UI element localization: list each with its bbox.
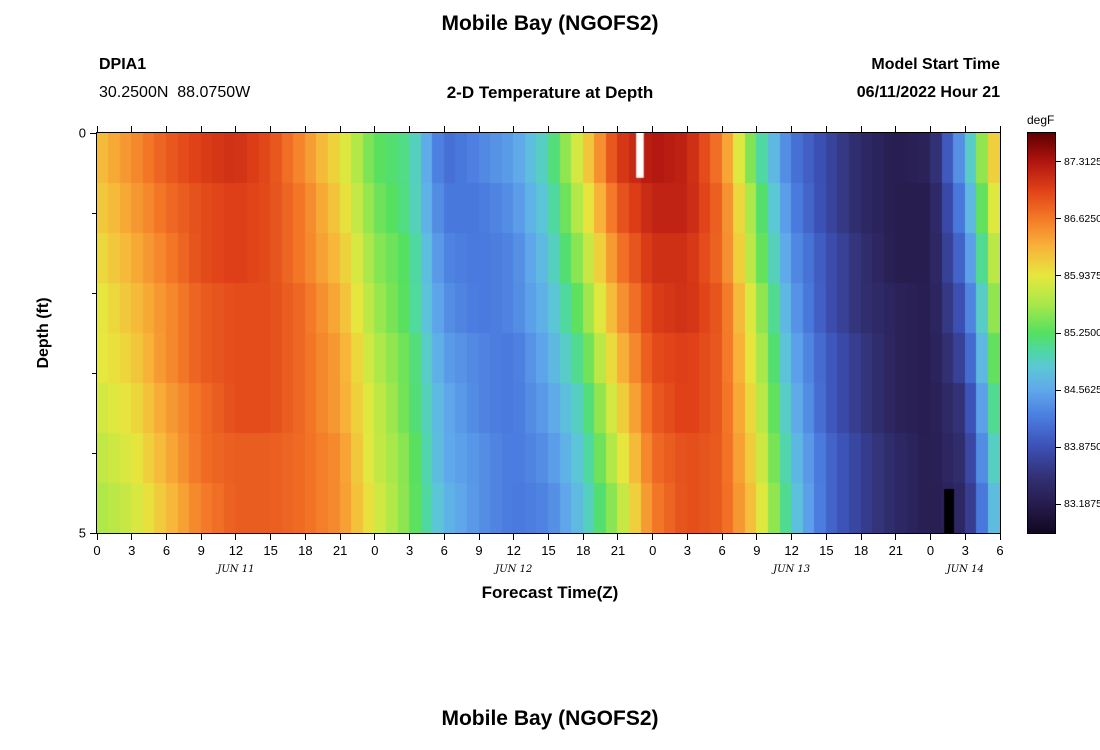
x-axis-tick-label: 0 bbox=[93, 543, 101, 558]
x-axis-date-label: JUN 14 bbox=[946, 564, 984, 575]
x-axis-tick-label: 9 bbox=[197, 543, 205, 558]
x-axis-tick-label: 9 bbox=[475, 543, 483, 558]
x-axis-tick-bottom bbox=[304, 534, 306, 540]
x-axis-tick-bottom bbox=[478, 534, 480, 540]
x-axis-tick-label: 21 bbox=[332, 543, 348, 558]
colorbar-tick bbox=[1056, 446, 1061, 448]
x-axis-tick-bottom bbox=[513, 534, 515, 540]
x-axis-tick-bottom bbox=[860, 534, 862, 540]
x-axis-tick-label: 12 bbox=[228, 543, 244, 558]
x-axis-tick-label: 6 bbox=[996, 543, 1004, 558]
x-axis-tick-bottom bbox=[339, 534, 341, 540]
model-start-time-value: 06/11/2022 Hour 21 bbox=[856, 84, 1000, 101]
x-axis-tick-label: 0 bbox=[649, 543, 657, 558]
next-chart-title: Mobile Bay (NGOFS2) bbox=[441, 707, 659, 730]
colorbar-tick-label: 85.9375 bbox=[1064, 269, 1100, 282]
colorbar-tick bbox=[1056, 503, 1061, 505]
station-id: DPIA1 bbox=[99, 56, 147, 73]
x-axis-tick-bottom bbox=[791, 534, 793, 540]
x-axis-tick-bottom bbox=[825, 534, 827, 540]
x-axis-tick-label: 0 bbox=[371, 543, 379, 558]
colorbar-tick-label: 87.3125 bbox=[1064, 155, 1100, 168]
temperature-heatmap-canvas bbox=[97, 133, 1000, 533]
x-axis-tick-label: 15 bbox=[541, 543, 556, 558]
x-axis-tick-label: 21 bbox=[610, 543, 626, 558]
x-axis-tick-bottom bbox=[374, 534, 376, 540]
chart-subtitle: 2-D Temperature at Depth bbox=[446, 83, 654, 102]
x-axis-tick-bottom bbox=[235, 534, 237, 540]
x-axis-tick-bottom bbox=[930, 534, 932, 540]
colorbar-tick-label: 83.1875 bbox=[1064, 498, 1100, 511]
x-axis-tick-label: 18 bbox=[575, 543, 591, 558]
colorbar-tick-label: 83.8750 bbox=[1064, 441, 1100, 454]
heatmap-plot-area bbox=[96, 132, 1001, 534]
x-axis-tick-label: 18 bbox=[853, 543, 869, 558]
x-axis-tick-label: 6 bbox=[440, 543, 448, 558]
x-axis-tick-label: 15 bbox=[819, 543, 834, 558]
x-axis-tick-label: 15 bbox=[263, 543, 278, 558]
x-axis-tick-bottom bbox=[443, 534, 445, 540]
x-axis-date-label: JUN 12 bbox=[495, 564, 533, 575]
x-axis-label: Forecast Time(Z) bbox=[481, 583, 619, 602]
y-axis-tick-label: 5 bbox=[78, 525, 86, 541]
colorbar-tick-label: 86.6250 bbox=[1064, 212, 1100, 225]
x-axis-tick-bottom bbox=[270, 534, 272, 540]
x-axis-tick-bottom bbox=[131, 534, 133, 540]
colorbar-tick-label: 85.2500 bbox=[1064, 327, 1100, 339]
colorbar bbox=[1027, 132, 1056, 534]
colorbar-tick-label: 84.5625 bbox=[1064, 384, 1100, 397]
y-axis-label: Depth (ft) bbox=[35, 297, 52, 369]
x-axis-tick-label: 12 bbox=[506, 543, 521, 558]
x-axis-tick-label: 21 bbox=[888, 543, 904, 558]
x-axis-tick-label: 12 bbox=[784, 543, 799, 558]
x-axis-tick-bottom bbox=[756, 534, 758, 540]
x-axis-tick-bottom bbox=[652, 534, 654, 540]
x-axis-tick-bottom bbox=[999, 534, 1001, 540]
x-axis-tick-label: 3 bbox=[961, 543, 969, 558]
x-axis-tick-bottom bbox=[165, 534, 167, 540]
model-start-time-label: Model Start Time bbox=[871, 56, 1000, 73]
colorbar-tick bbox=[1056, 389, 1061, 391]
x-axis-tick-label: 3 bbox=[405, 543, 414, 558]
station-coordinates: 30.2500N 88.0750W bbox=[99, 84, 251, 101]
page-title: Mobile Bay (NGOFS2) bbox=[441, 12, 659, 35]
y-axis-tick-label: 0 bbox=[78, 125, 86, 141]
x-axis-date-label: JUN 11 bbox=[217, 564, 255, 575]
x-axis-tick-label: 3 bbox=[128, 543, 136, 558]
x-axis-tick-bottom bbox=[721, 534, 723, 540]
x-axis-tick-bottom bbox=[200, 534, 202, 540]
x-axis-tick-bottom bbox=[964, 534, 966, 540]
x-axis-tick-bottom bbox=[895, 534, 897, 540]
x-axis-tick-bottom bbox=[582, 534, 584, 540]
x-axis-tick-bottom bbox=[409, 534, 411, 540]
colorbar-units-label: degF bbox=[1027, 113, 1055, 127]
colorbar-gradient-canvas bbox=[1028, 133, 1055, 533]
x-axis-tick-label: 6 bbox=[718, 543, 726, 558]
colorbar-tick bbox=[1056, 161, 1061, 163]
x-axis-tick-bottom bbox=[96, 534, 98, 540]
colorbar-tick bbox=[1056, 275, 1061, 277]
x-axis-date-label: JUN 13 bbox=[773, 564, 811, 575]
x-axis-tick-label: 9 bbox=[753, 543, 761, 558]
x-axis-tick-label: 0 bbox=[926, 543, 935, 558]
x-axis-tick-bottom bbox=[548, 534, 549, 540]
x-axis-tick-label: 3 bbox=[683, 543, 692, 558]
x-axis-tick-bottom bbox=[617, 534, 619, 540]
x-axis-tick-label: 18 bbox=[298, 543, 313, 558]
x-axis-tick-label: 6 bbox=[162, 543, 171, 558]
x-axis-tick-bottom bbox=[686, 534, 688, 540]
colorbar-tick bbox=[1056, 332, 1061, 334]
colorbar-tick bbox=[1056, 218, 1061, 220]
